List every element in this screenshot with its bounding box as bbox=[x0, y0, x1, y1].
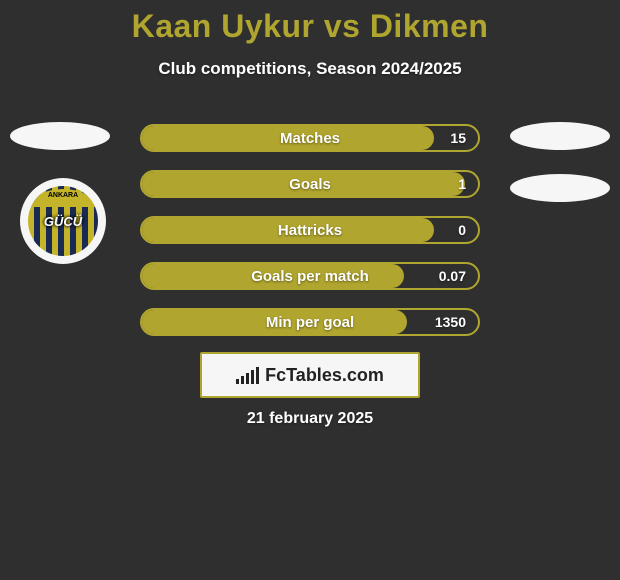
stat-row: Hattricks 0 bbox=[140, 216, 480, 244]
club-badge: ANKARA GÜCÜ bbox=[20, 178, 106, 264]
stat-label: Min per goal bbox=[266, 314, 354, 331]
stat-value: 15 bbox=[450, 130, 466, 146]
stat-value: 1 bbox=[458, 176, 466, 192]
stat-label: Goals per match bbox=[251, 268, 369, 285]
player-left-oval bbox=[10, 122, 110, 150]
stat-value: 0.07 bbox=[439, 268, 466, 284]
stat-row: Goals 1 bbox=[140, 170, 480, 198]
stat-row: Matches 15 bbox=[140, 124, 480, 152]
player-right-oval bbox=[510, 122, 610, 150]
stats-panel: Matches 15 Goals 1 Hattricks 0 Goals per match… bbox=[140, 124, 480, 354]
stat-row: Goals per match 0.07 bbox=[140, 262, 480, 290]
page-subtitle: Club competitions, Season 2024/2025 bbox=[0, 59, 620, 79]
page-title: Kaan Uykur vs Dikmen bbox=[0, 0, 620, 45]
stat-row: Min per goal 1350 bbox=[140, 308, 480, 336]
stat-value: 1350 bbox=[435, 314, 466, 330]
brand-box: FcTables.com bbox=[200, 352, 420, 398]
brand-text: FcTables.com bbox=[265, 365, 384, 386]
club-badge-text: GÜCÜ bbox=[44, 214, 82, 229]
club-badge-inner: ANKARA GÜCÜ bbox=[28, 186, 98, 256]
brand-bars-icon bbox=[236, 366, 259, 384]
player-right-oval-2 bbox=[510, 174, 610, 202]
infographic-canvas: Kaan Uykur vs Dikmen Club competitions, … bbox=[0, 0, 620, 580]
stat-label: Hattricks bbox=[278, 222, 342, 239]
date-text: 21 february 2025 bbox=[0, 410, 620, 428]
stat-value: 0 bbox=[458, 222, 466, 238]
stat-label: Goals bbox=[289, 176, 331, 193]
stat-label: Matches bbox=[280, 130, 340, 147]
